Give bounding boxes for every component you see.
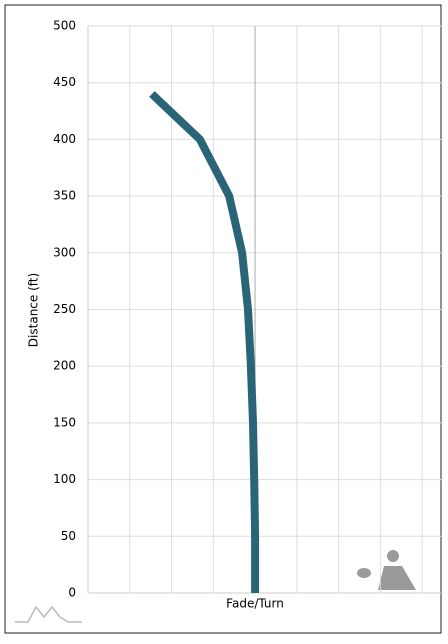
y-axis-label: Distance (ft) bbox=[27, 273, 41, 347]
y-tick-label: 100 bbox=[53, 472, 76, 486]
y-tick-label: 0 bbox=[68, 586, 76, 600]
y-tick-label: 500 bbox=[53, 19, 76, 33]
watermark-logo bbox=[15, 605, 82, 623]
y-tick-label: 350 bbox=[53, 189, 76, 203]
y-tick-label: 50 bbox=[61, 529, 76, 543]
y-tick-label: 450 bbox=[53, 75, 76, 89]
y-tick-label: 250 bbox=[53, 302, 76, 316]
y-tick-label: 150 bbox=[53, 415, 76, 429]
frame bbox=[4, 4, 442, 634]
flight-path bbox=[149, 91, 260, 593]
y-tick-label: 400 bbox=[53, 132, 76, 146]
watermark-player bbox=[357, 550, 416, 590]
x-axis-label: Fade/Turn bbox=[226, 597, 284, 611]
y-tick-label: 200 bbox=[53, 359, 76, 373]
y-tick-label: 300 bbox=[53, 245, 76, 259]
